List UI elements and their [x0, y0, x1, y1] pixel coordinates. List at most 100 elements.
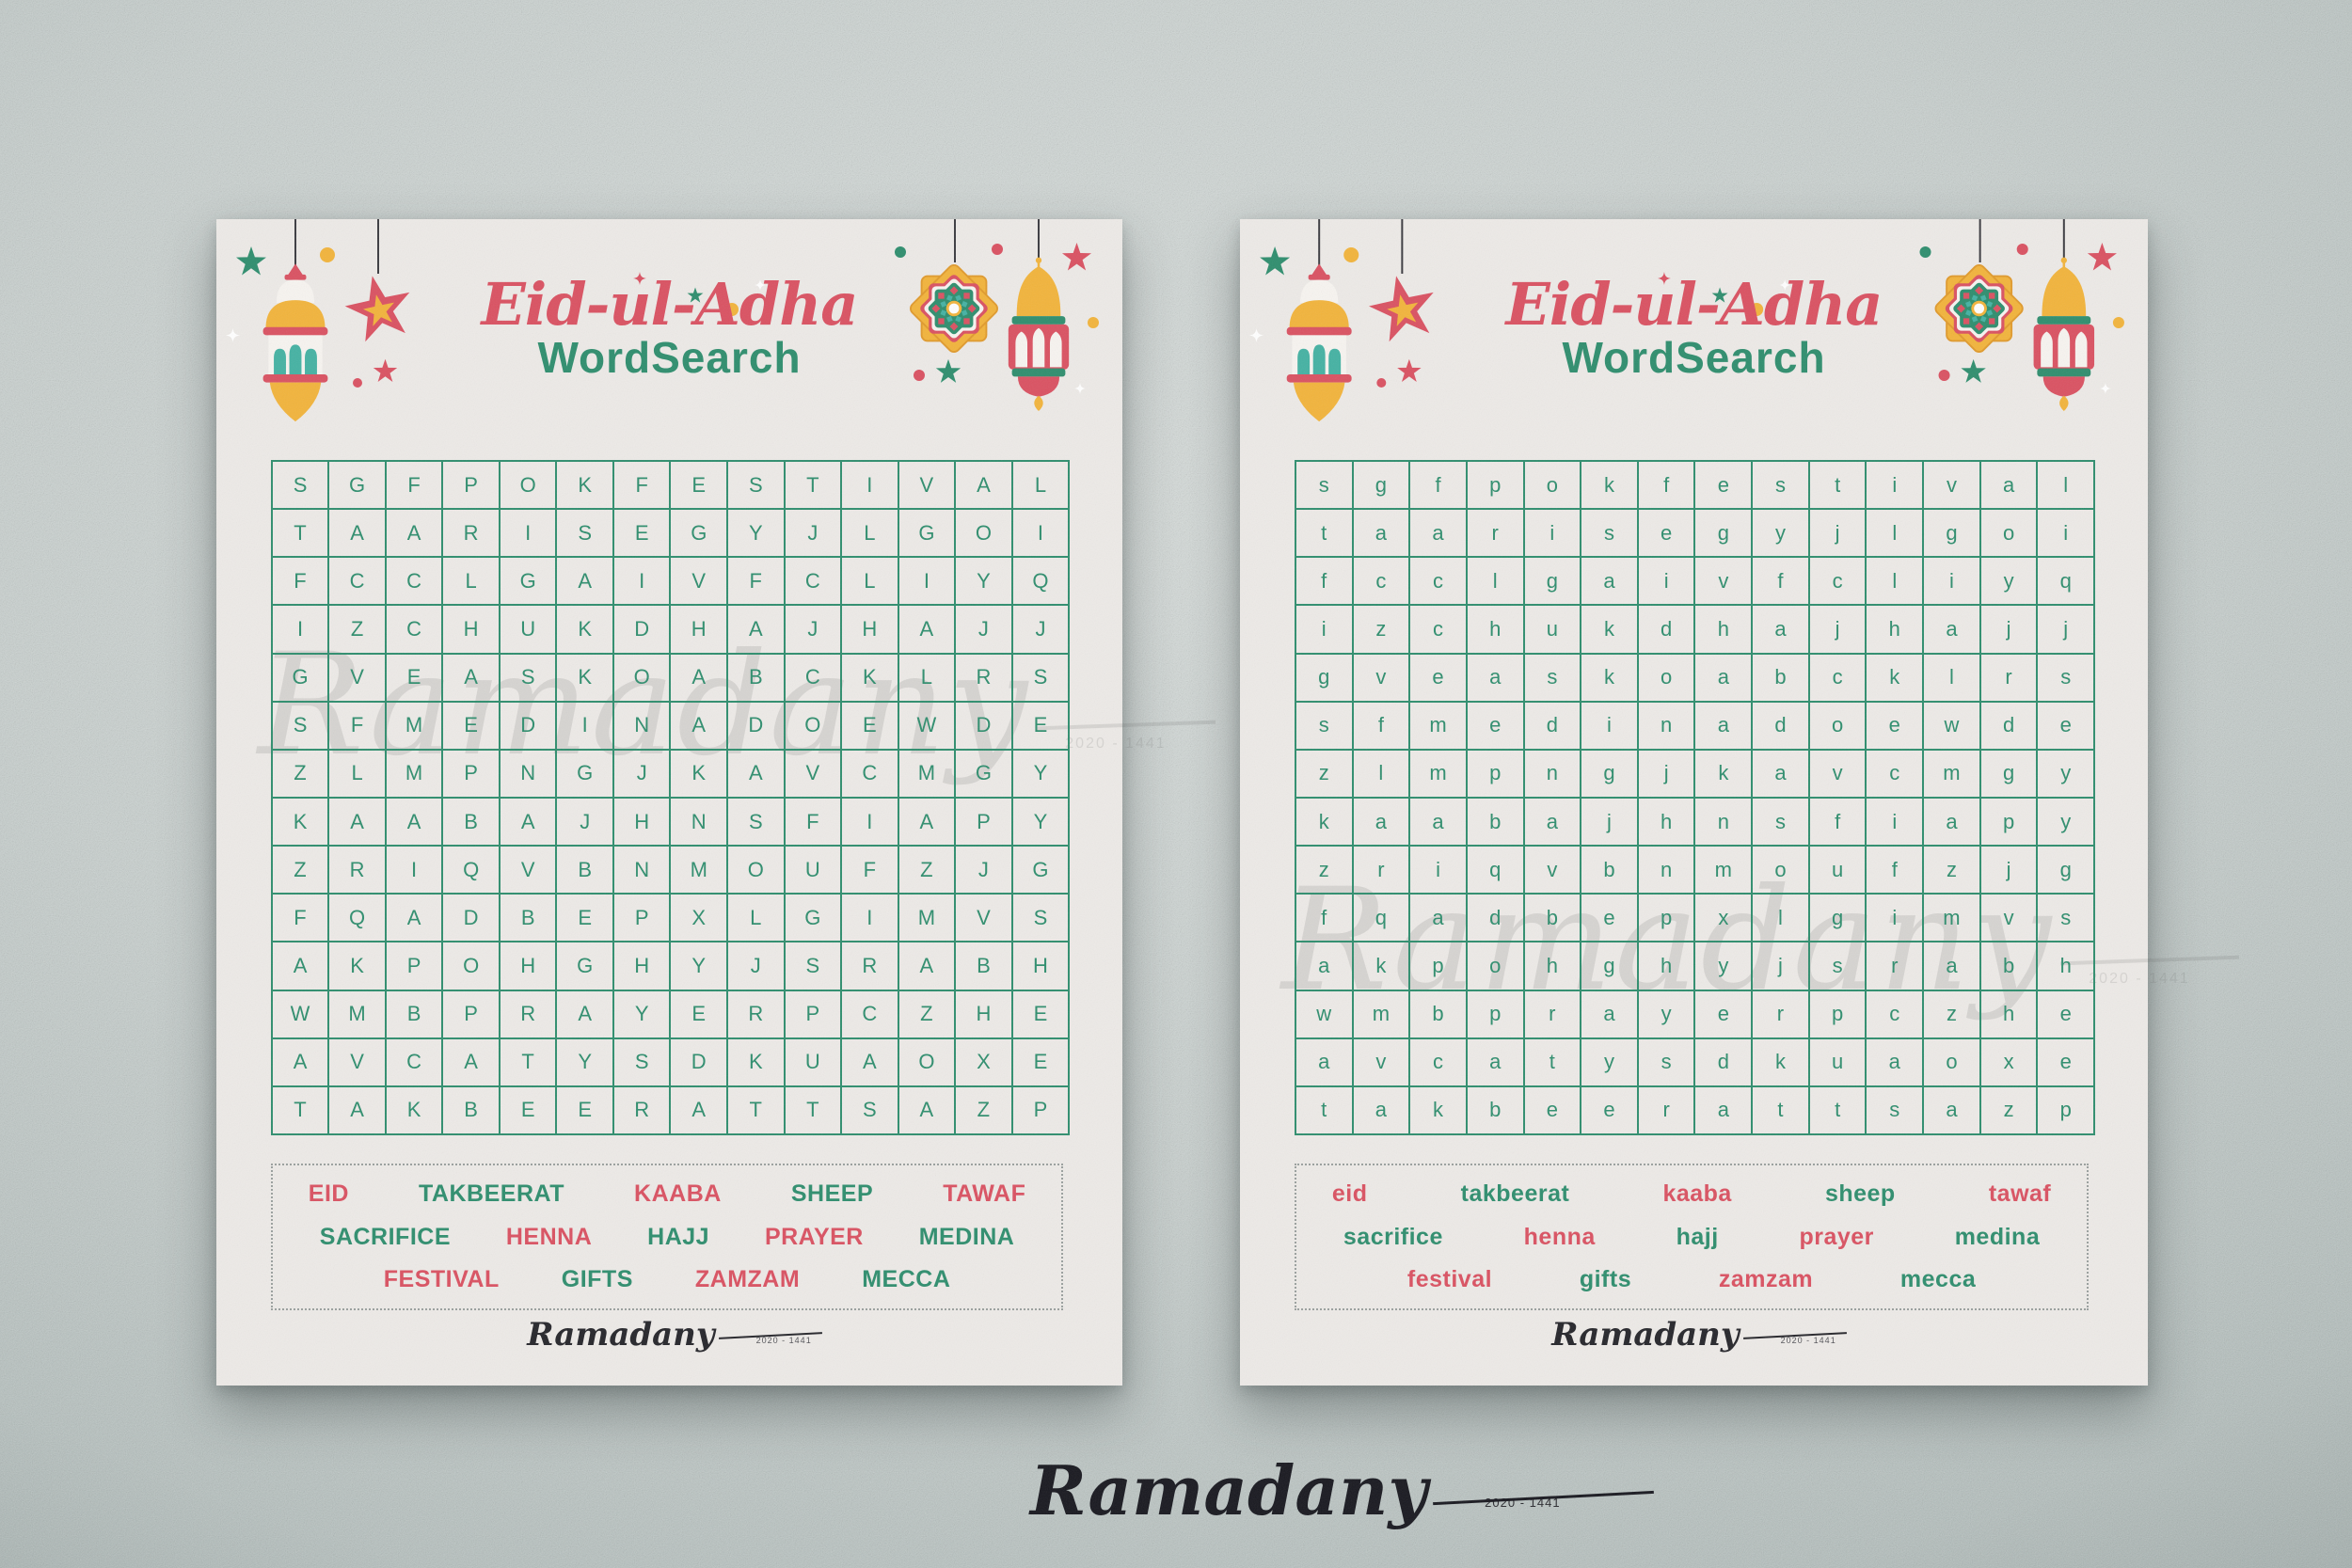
grid-cell: H [1011, 942, 1070, 990]
grid-cell: M [328, 990, 386, 1038]
word-list-item: SACRIFICE [319, 1223, 451, 1250]
grid-cell: e [2037, 701, 2095, 750]
grid-cell: c [1866, 990, 1924, 1038]
grid-cell: N [612, 846, 671, 895]
sheet-title: Eid-ul-Adha [481, 270, 859, 339]
grid-cell: V [784, 749, 842, 798]
grid-cell: e [1581, 894, 1638, 942]
grid-cell: J [955, 605, 1012, 654]
grid-cell: o [1752, 846, 1809, 895]
grid-cell: d [1466, 894, 1524, 942]
word-list-item: MECCA [862, 1265, 951, 1292]
grid-cell: a [1466, 1037, 1524, 1086]
grid-cell: A [898, 1085, 956, 1134]
grid-cell: K [271, 797, 329, 847]
grid-cell: I [499, 509, 557, 558]
grid-cell: i [1866, 461, 1924, 510]
grid-cell: Z [328, 605, 386, 654]
grid-cell: A [898, 605, 956, 654]
grid-cell: c [1409, 557, 1467, 606]
grid-cell: E [385, 653, 443, 702]
dot-ornament [895, 246, 906, 258]
grid-cell: F [271, 557, 329, 606]
word-list-item: hajj [1676, 1223, 1719, 1250]
grid-cell: b [1523, 894, 1581, 942]
grid-cell: A [670, 1085, 728, 1134]
word-list-box: eid takbeerat kaaba sheep tawaf sacrifice henn… [1294, 1164, 2090, 1310]
grid-cell: v [1808, 749, 1867, 798]
grid-cell: A [556, 557, 613, 606]
grid-cell: m [1409, 749, 1467, 798]
grid-cell: o [1466, 942, 1524, 990]
grid-cell: A [385, 509, 443, 558]
grid-cell: s [1581, 509, 1638, 558]
grid-cell: h [1466, 605, 1524, 654]
grid-cell: O [612, 653, 671, 702]
grid-cell: u [1523, 605, 1581, 654]
grid-cell: k [1581, 605, 1638, 654]
word-list-item: medina [1954, 1223, 2041, 1250]
grid-cell: C [841, 990, 898, 1038]
grid-cell: X [955, 1037, 1012, 1086]
grid-cell: D [727, 701, 785, 750]
grid-cell: i [1523, 509, 1581, 558]
grid-cell: y [1694, 942, 1753, 990]
grid-cell: N [670, 797, 728, 847]
grid-cell: i [1637, 557, 1695, 606]
grid-cell: o [1808, 701, 1867, 750]
grid-cell: R [727, 990, 785, 1038]
grid-cell: c [1866, 749, 1924, 798]
grid-cell: A [670, 653, 728, 702]
grid-cell: Z [271, 846, 329, 895]
grid-cell: b [1466, 797, 1524, 847]
grid-cell: A [442, 1037, 500, 1086]
watermark-subtext: 2020 - 1441 [1065, 736, 1167, 752]
grid-cell: i [2037, 509, 2095, 558]
grid-cell: s [1637, 1037, 1695, 1086]
dot-ornament [992, 244, 1003, 255]
grid-cell: s [1295, 701, 1353, 750]
grid-cell: r [1523, 990, 1581, 1038]
grid-cell: P [385, 942, 443, 990]
grid-cell: a [1581, 990, 1638, 1038]
sheet-header: Eid-ul-Adha WordSearch [216, 219, 1122, 464]
grid-cell: k [1409, 1085, 1467, 1134]
grid-cell: n [1637, 846, 1695, 895]
grid-cell: e [2037, 990, 2095, 1038]
grid-cell: m [1923, 749, 1980, 798]
star-icon [236, 246, 266, 275]
grid-cell: t [1295, 1085, 1353, 1134]
grid-cell: H [955, 990, 1012, 1038]
grid-cell: Q [442, 846, 500, 895]
grid-cell: B [727, 653, 785, 702]
title-block: Eid-ul-Adha WordSearch [1240, 276, 2148, 380]
grid-cell: m [1923, 894, 1980, 942]
grid-cell: i [1866, 797, 1924, 847]
word-list-item: TAWAF [943, 1180, 1026, 1208]
grid-cell: S [271, 701, 329, 750]
grid-cell: w [1295, 990, 1353, 1038]
grid-cell: j [1979, 605, 2038, 654]
worksheet-right: Eid-ul-Adha WordSearch Ramadany 2020 - 14… [1240, 219, 2240, 1386]
grid-cell: v [1979, 894, 2038, 942]
grid-cell: a [1581, 557, 1638, 606]
grid-cell: i [1923, 557, 1980, 606]
grid-cell: t [1295, 509, 1353, 558]
grid-cell: I [271, 605, 329, 654]
grid-cell: Q [1011, 557, 1070, 606]
word-list-item: PRAYER [764, 1223, 864, 1250]
grid-cell: T [784, 461, 842, 510]
grid-cell: a [1466, 653, 1524, 702]
grid-cell: L [898, 653, 956, 702]
grid-cell: F [727, 557, 785, 606]
grid-cell: F [271, 894, 329, 942]
word-list-item: TAKBEERAT [419, 1180, 564, 1208]
word-list-row: sacrifice henna hajj prayer medina [1296, 1224, 2087, 1251]
grid-cell: A [442, 653, 500, 702]
grid-cell: c [1409, 605, 1467, 654]
grid-cell: P [612, 894, 671, 942]
word-list-item: tawaf [1988, 1180, 2052, 1208]
grid-cell: C [385, 1037, 443, 1086]
grid-cell: J [612, 749, 671, 798]
